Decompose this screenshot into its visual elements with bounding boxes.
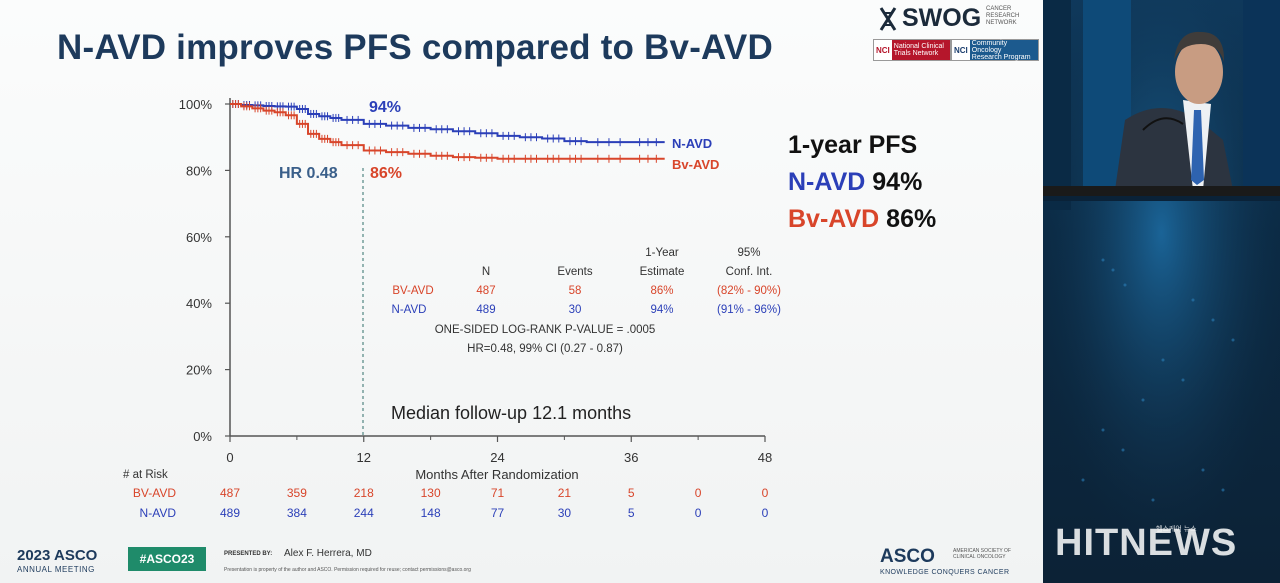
at-risk-value: 5 [628, 506, 635, 520]
stats-row-n-ci: (91% - 96%) [717, 304, 781, 316]
dna-icon [879, 7, 897, 31]
slide: N-AVD improves PFS compared to Bv-AVD SW… [0, 0, 1043, 583]
median-follow-up: Median follow-up 12.1 months [391, 403, 631, 423]
km-chart: 0%20%40%60%80%100%0 12 24 36 48 HR 0.48 94% … [123, 97, 782, 520]
y-tick-label: 60% [186, 230, 212, 245]
at-risk-label: # at Risk [123, 469, 168, 481]
at-risk-value: 359 [287, 486, 307, 500]
km-curve-bv-avd [230, 103, 665, 160]
at-risk-value: 0 [762, 486, 769, 500]
hr-annotation: HR 0.48 [279, 165, 338, 182]
y-tick-label: 100% [179, 97, 213, 112]
pfs-heading: 1-year PFS [788, 131, 918, 159]
swog-logo: SWOG CANCER RESEARCH NETWORK NCI Nationa… [873, 4, 1039, 62]
stats-row-n-n: 489 [476, 304, 495, 316]
stats-pvalue: ONE-SIDED LOG-RANK P-VALUE = .0005 [435, 324, 656, 336]
pfs-bv-avd-value: 86% [886, 205, 937, 233]
nci-ctn-badge: NCI National Clinical Trials Network [873, 39, 951, 61]
at-risk-value: 0 [695, 486, 702, 500]
swog-tagline: CANCER RESEARCH NETWORK [986, 6, 1020, 26]
at-risk-value: 30 [558, 506, 572, 520]
pfs-bv-avd: Bv-AVD 86% [788, 205, 936, 234]
n-avd-pct-annotation: 94% [369, 99, 401, 116]
nci-corp-badge: NCI Community Oncology Research Program [951, 39, 1039, 61]
speaker-image [1043, 0, 1280, 583]
slide-title: N-AVD improves PFS compared to Bv-AVD [57, 28, 773, 67]
legend-n-avd: N-AVD [672, 136, 712, 151]
stats-header-events: Events [557, 266, 592, 278]
bv-avd-pct-annotation: 86% [370, 165, 402, 182]
pfs-n-avd: N-AVD 94% [788, 168, 922, 197]
stats-header-top-ci: 95% [737, 247, 760, 259]
km-curve-n-avd [230, 103, 665, 144]
x-tick-label: 36 [624, 450, 638, 465]
at-risk-value: 384 [287, 506, 307, 520]
at-risk-value: 218 [354, 486, 374, 500]
stats-row-n-estimate: 94% [650, 304, 673, 316]
stats-hr: HR=0.48, 99% CI (0.27 - 0.87) [467, 343, 623, 355]
at-risk-row-label: N-AVD [140, 506, 177, 520]
at-risk-value: 148 [421, 506, 441, 520]
at-risk-value: 244 [354, 506, 374, 520]
x-tick-label: 12 [357, 450, 371, 465]
stats-row-n-events: 30 [569, 304, 582, 316]
x-tick-label: 48 [758, 450, 772, 465]
presented-by-label: PRESENTED BY: [224, 551, 273, 557]
hashtag-badge: #ASCO23 [128, 547, 206, 571]
x-tick-label: 0 [226, 450, 233, 465]
slide-footer: 2023 ASCO ANNUAL MEETING #ASCO23 PRESENT… [0, 538, 1043, 583]
stats-row-bv-n: 487 [476, 285, 495, 297]
at-risk-value: 5 [628, 486, 635, 500]
at-risk-table: BV-AVD 487 359 218 130 71 21 5 0 0 N-AVD 489 384 244 1… [133, 486, 769, 520]
pfs-bv-avd-name: Bv-AVD [788, 205, 880, 233]
asco-tagline: KNOWLEDGE CONQUERS CANCER [880, 569, 1010, 576]
at-risk-value: 0 [762, 506, 769, 520]
hitnews-watermark: HITNEWS [1055, 522, 1238, 564]
pfs-n-avd-value: 94% [872, 168, 923, 196]
at-risk-value: 21 [558, 486, 572, 500]
stats-header-n: N [482, 266, 490, 278]
pfs-n-avd-name: N-AVD [788, 168, 866, 196]
asco-logo: ASCO [880, 546, 935, 567]
at-risk-value: 0 [695, 506, 702, 520]
x-axis-label: Months After Randomization [415, 467, 578, 482]
stats-header-ci: Conf. Int. [726, 266, 773, 278]
asco-annual-meeting: ANNUAL MEETING [17, 565, 95, 574]
chart-curves [230, 100, 665, 163]
legend-bv-avd: Bv-AVD [672, 157, 719, 172]
footer-disclaimer: Presentation is property of the author a… [224, 567, 471, 573]
asco-meeting-logo: 2023 ASCO [17, 547, 98, 564]
at-risk-value: 77 [491, 506, 505, 520]
stats-row-bv-ci: (82% - 90%) [717, 285, 781, 297]
y-tick-label: 80% [186, 163, 212, 178]
stats-row-bv-name: BV-AVD [392, 285, 433, 297]
y-tick-label: 40% [186, 296, 212, 311]
stats-row-bv-events: 58 [569, 285, 582, 297]
at-risk-value: 71 [491, 486, 505, 500]
y-tick-label: 0% [193, 429, 212, 444]
stats-header-top-estimate: 1-Year [645, 247, 679, 259]
at-risk-value: 489 [220, 506, 240, 520]
chart-ticks: 0% 20% 40% 60% 80% 100% 0 12 24 36 48 [179, 97, 772, 465]
presenter-name: Alex F. Herrera, MD [284, 548, 372, 559]
hitnews-watermark-sub: 헬스케어 뉴스 [1156, 526, 1197, 533]
swog-wordmark: SWOG [902, 4, 982, 32]
y-tick-label: 20% [186, 363, 212, 378]
x-tick-label: 24 [490, 450, 504, 465]
stats-header-estimate: Estimate [640, 266, 685, 278]
at-risk-value: 487 [220, 486, 240, 500]
asco-org-name: AMERICAN SOCIETY OF CLINICAL ONCOLOGY [953, 548, 1011, 560]
stats-row-n-name: N-AVD [392, 304, 427, 316]
speaker-video-panel [1043, 0, 1280, 583]
at-risk-value: 130 [421, 486, 441, 500]
stats-row-bv-estimate: 86% [650, 285, 673, 297]
stats-table: 1-Year 95% N Events Estimate Conf. Int. … [392, 247, 782, 355]
at-risk-row-label: BV-AVD [133, 486, 176, 500]
